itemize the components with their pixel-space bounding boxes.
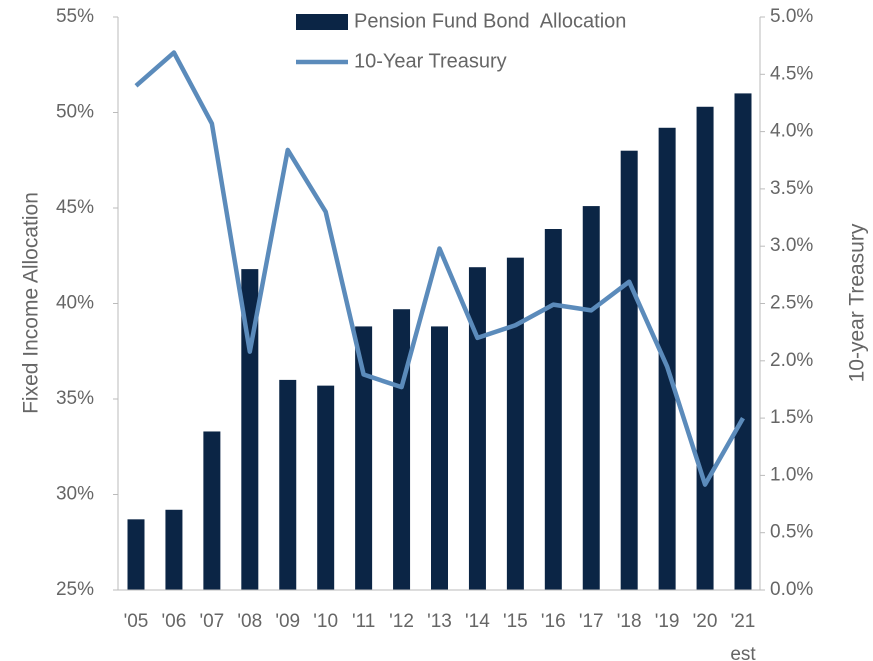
bar <box>658 127 676 590</box>
bar <box>506 257 524 590</box>
x-tick-label: '07 <box>199 611 224 632</box>
x-tick-label: '15 <box>503 611 528 632</box>
y2-tick-label: 1.5% <box>770 407 813 428</box>
x-tick-label: '13 <box>427 611 452 632</box>
y-axis-title: Fixed Income Allocation <box>20 192 43 414</box>
x-tick-label: '06 <box>162 611 187 632</box>
x-tick-label: '20 <box>693 611 718 632</box>
x-tick-label: '16 <box>541 611 566 632</box>
x-tick-label: '21 est <box>730 611 756 661</box>
line <box>134 50 745 487</box>
y2-tick-label: 3.5% <box>770 178 813 199</box>
y2-tick-label: 4.0% <box>770 121 813 142</box>
y-tick-label: 25% <box>56 579 94 600</box>
bar <box>468 267 486 590</box>
y-tick-label: 55% <box>56 6 94 27</box>
legend-label: Pension Fund Bond Allocation <box>354 10 626 32</box>
x-tick-label: '05 <box>124 611 149 632</box>
bar <box>317 385 335 590</box>
x-tick-label: '12 <box>389 611 414 632</box>
y2-tick-label: 4.5% <box>770 63 813 84</box>
bar <box>279 379 297 590</box>
y-tick-label: 45% <box>56 197 94 218</box>
legend-swatch <box>296 14 348 30</box>
y2-axis-title: 10-year Treasury <box>846 223 869 382</box>
x-tick-label: '17 <box>579 611 604 632</box>
x-tick-label: '14 <box>465 611 490 632</box>
y2-tick-label: 2.5% <box>770 293 813 314</box>
legend-label: 10-Year Treasury <box>354 50 507 72</box>
x-tick-label: '19 <box>655 611 680 632</box>
bar <box>620 150 638 590</box>
bar <box>165 509 183 590</box>
bar <box>582 206 600 590</box>
bar <box>431 326 448 590</box>
bar <box>544 229 562 590</box>
bar <box>734 93 752 591</box>
x-tick-label: '08 <box>237 611 262 632</box>
y2-tick-label: 3.0% <box>770 235 813 256</box>
y2-tick-label: 0.0% <box>770 579 813 600</box>
y2-tick-label: 0.5% <box>770 522 813 543</box>
bar <box>203 431 221 590</box>
bar <box>696 106 714 591</box>
y2-tick-label: 5.0% <box>770 6 813 27</box>
y-tick-label: 50% <box>56 102 94 123</box>
bar <box>127 519 145 590</box>
y-tick-label: 35% <box>56 388 94 409</box>
y2-tick-label: 1.0% <box>770 464 813 485</box>
bar <box>241 269 259 590</box>
y-tick-label: 30% <box>56 484 94 505</box>
x-tick-label: '18 <box>617 611 642 632</box>
y2-tick-label: 2.0% <box>770 350 813 371</box>
bar <box>355 326 373 590</box>
bar <box>393 309 411 590</box>
x-tick-label: '09 <box>275 611 300 632</box>
y-tick-label: 40% <box>56 293 94 314</box>
x-tick-label: '11 <box>352 611 375 632</box>
x-tick-label: '10 <box>313 611 338 632</box>
